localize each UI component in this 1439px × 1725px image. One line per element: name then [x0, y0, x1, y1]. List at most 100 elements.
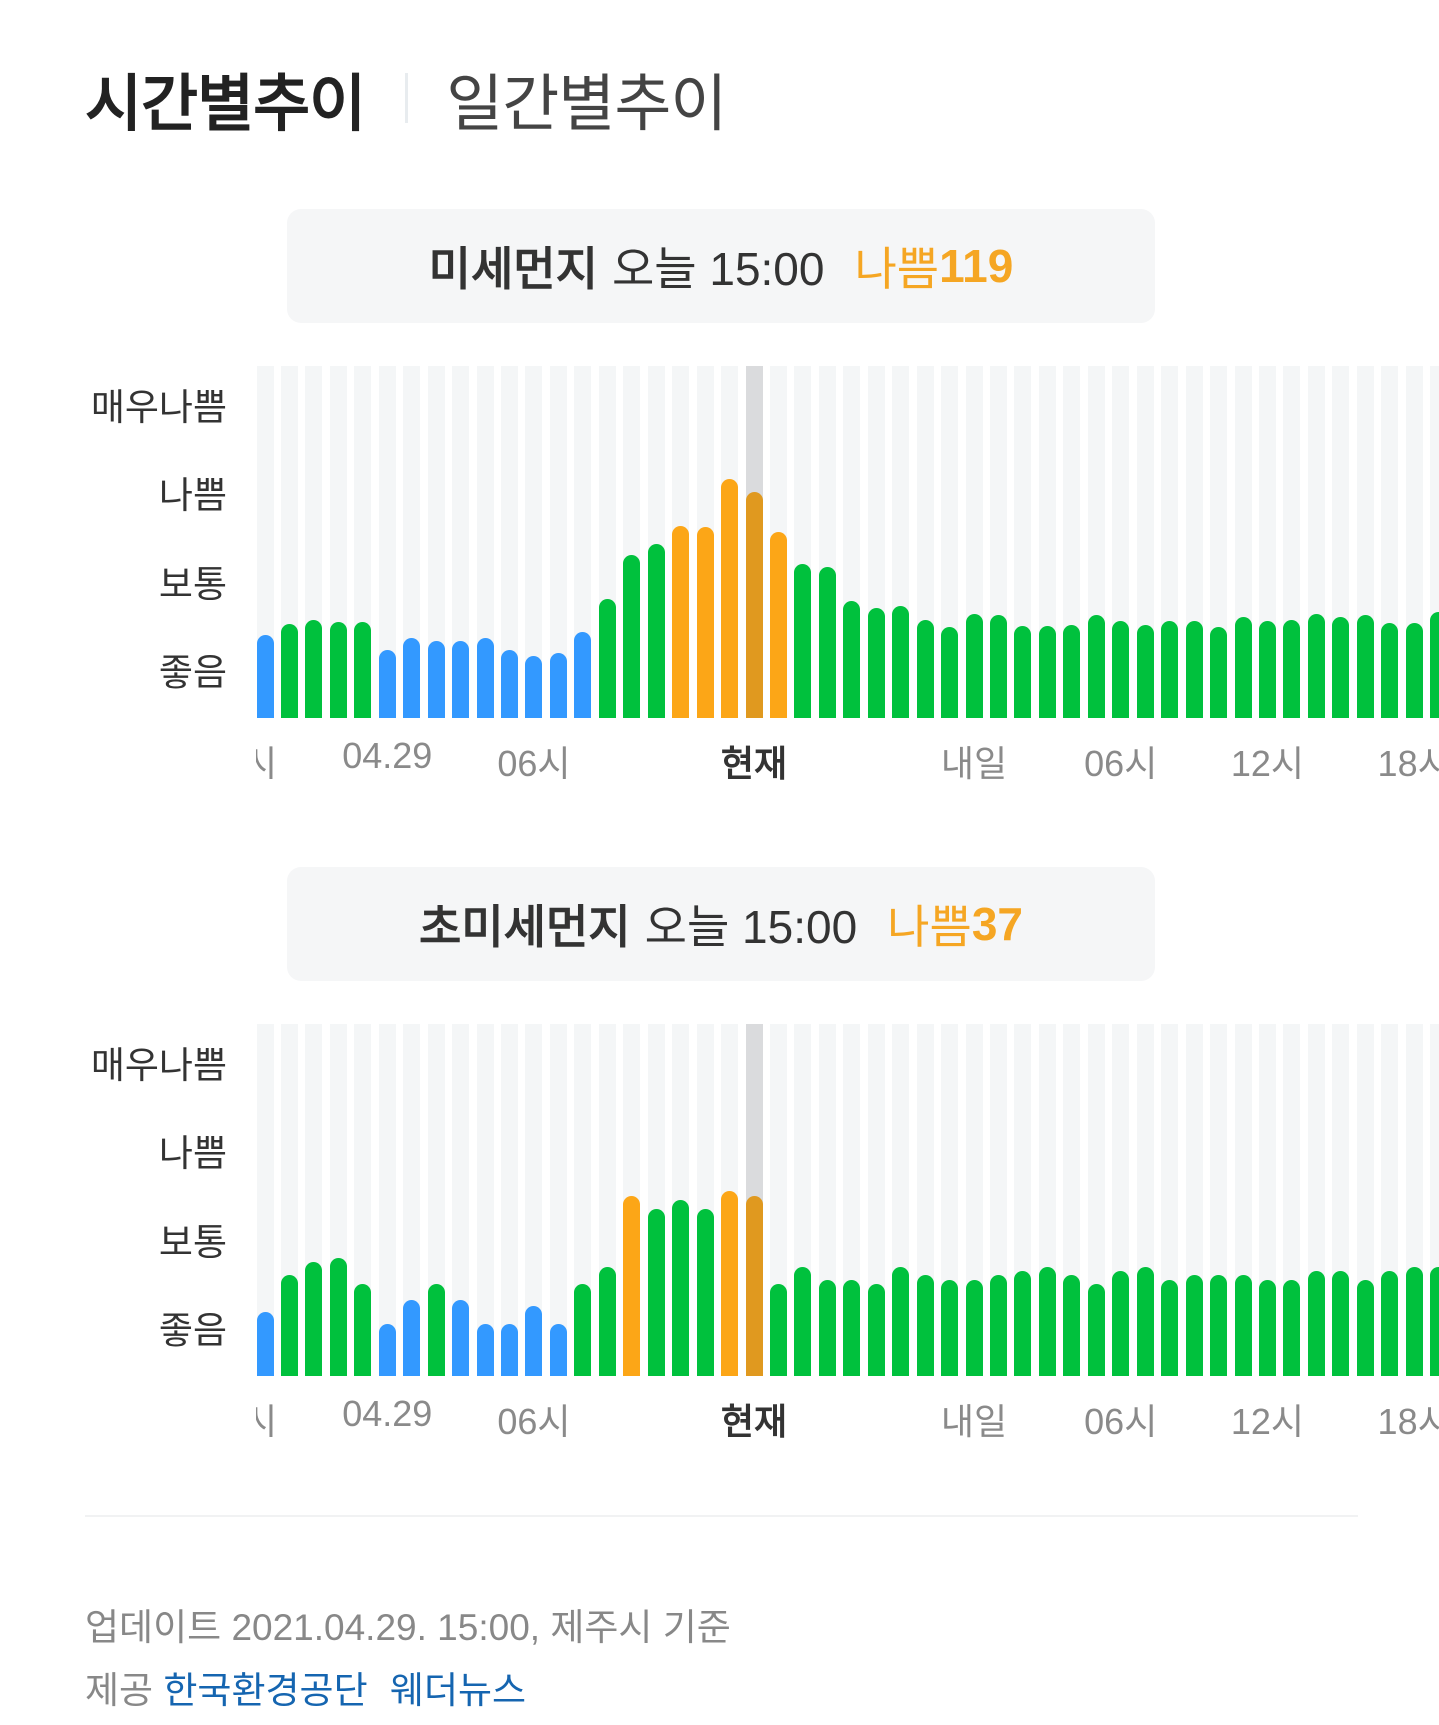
- bar-moderate[interactable]: [1381, 1270, 1399, 1376]
- bar-moderate[interactable]: [916, 1275, 934, 1376]
- bar-good[interactable]: [452, 1299, 470, 1376]
- bar-moderate[interactable]: [354, 622, 372, 718]
- bar-moderate[interactable]: [818, 1280, 836, 1376]
- bar-good[interactable]: [501, 649, 518, 718]
- bar-moderate[interactable]: [941, 1280, 959, 1376]
- bar-moderate[interactable]: [280, 624, 298, 718]
- bar-bad[interactable]: [696, 526, 714, 718]
- bar-good[interactable]: [525, 1306, 543, 1376]
- tab-daily[interactable]: 일간별추이: [446, 70, 727, 139]
- bar-bad[interactable]: [721, 1191, 739, 1376]
- bar-moderate[interactable]: [1112, 620, 1130, 718]
- bar-good[interactable]: [549, 1323, 567, 1376]
- bar-good[interactable]: [549, 653, 567, 718]
- bar-moderate[interactable]: [867, 608, 885, 718]
- bar-bad[interactable]: [623, 1196, 641, 1376]
- bar-good[interactable]: [452, 641, 470, 718]
- bar-moderate[interactable]: [1136, 625, 1154, 718]
- bar-moderate[interactable]: [1283, 1280, 1301, 1376]
- bar-good[interactable]: [501, 1323, 518, 1376]
- bar-moderate[interactable]: [1332, 1270, 1350, 1376]
- bar-moderate[interactable]: [1087, 1283, 1105, 1376]
- bar-moderate[interactable]: [427, 1283, 445, 1376]
- bar-moderate[interactable]: [1430, 1267, 1439, 1376]
- bar-moderate[interactable]: [843, 601, 861, 718]
- bar-moderate[interactable]: [990, 1275, 1007, 1376]
- bar-moderate[interactable]: [1063, 1275, 1081, 1376]
- bar-moderate[interactable]: [1283, 619, 1301, 718]
- bar-moderate[interactable]: [1332, 617, 1350, 718]
- bar-bad[interactable]: [745, 492, 763, 718]
- bar-moderate[interactable]: [1185, 620, 1203, 718]
- bar-moderate[interactable]: [818, 566, 836, 718]
- bar-moderate[interactable]: [1038, 625, 1056, 718]
- bar-good[interactable]: [574, 632, 592, 718]
- bar-moderate[interactable]: [623, 555, 641, 718]
- bar-moderate[interactable]: [1063, 625, 1081, 718]
- bar-moderate[interactable]: [1430, 611, 1439, 718]
- bar-moderate[interactable]: [647, 1208, 665, 1376]
- bar-moderate[interactable]: [1014, 625, 1032, 718]
- bar-moderate[interactable]: [672, 1199, 690, 1376]
- provider-link-weathernews[interactable]: 웨더뉴스: [389, 1670, 527, 1711]
- bar-moderate[interactable]: [1405, 623, 1423, 718]
- bar-good[interactable]: [525, 656, 543, 718]
- bar-moderate[interactable]: [1038, 1267, 1056, 1376]
- bar-moderate[interactable]: [794, 564, 812, 718]
- provider-link-keco[interactable]: 한국환경공단: [163, 1670, 368, 1711]
- bar-moderate[interactable]: [647, 543, 665, 718]
- bar-moderate[interactable]: [1307, 1270, 1325, 1376]
- bar-moderate[interactable]: [843, 1280, 861, 1376]
- bar-moderate[interactable]: [941, 626, 959, 718]
- bar-moderate[interactable]: [1112, 1270, 1130, 1376]
- bar-moderate[interactable]: [329, 1258, 347, 1376]
- bar-moderate[interactable]: [354, 1283, 372, 1376]
- bar-moderate[interactable]: [598, 1267, 616, 1376]
- bar-moderate[interactable]: [1014, 1270, 1032, 1376]
- bar-moderate[interactable]: [1087, 615, 1105, 718]
- bar-moderate[interactable]: [1136, 1267, 1154, 1376]
- bar-moderate[interactable]: [1258, 1280, 1276, 1376]
- bar-moderate[interactable]: [598, 599, 616, 718]
- tab-hourly[interactable]: 시간별추이: [85, 70, 366, 139]
- bar-bad[interactable]: [721, 479, 739, 718]
- bar-moderate[interactable]: [329, 622, 347, 718]
- bar-moderate[interactable]: [990, 615, 1007, 718]
- bar-moderate[interactable]: [965, 1280, 983, 1376]
- bar-moderate[interactable]: [574, 1283, 592, 1376]
- bar-good[interactable]: [378, 649, 396, 718]
- bar-good[interactable]: [378, 1323, 396, 1376]
- bar-moderate[interactable]: [1356, 1280, 1374, 1376]
- bar-moderate[interactable]: [867, 1283, 885, 1376]
- bar-bad[interactable]: [745, 1196, 763, 1376]
- bar-moderate[interactable]: [1356, 615, 1374, 718]
- bar-good[interactable]: [256, 634, 274, 718]
- bar-moderate[interactable]: [1161, 620, 1179, 718]
- bar-moderate[interactable]: [1234, 1275, 1252, 1376]
- bar-moderate[interactable]: [965, 613, 983, 718]
- bar-moderate[interactable]: [1185, 1275, 1203, 1376]
- bar-moderate[interactable]: [1210, 1275, 1228, 1376]
- bar-moderate[interactable]: [794, 1267, 812, 1376]
- bar-moderate[interactable]: [280, 1275, 298, 1376]
- bar-good[interactable]: [427, 641, 445, 718]
- bar-bad[interactable]: [769, 532, 787, 718]
- bar-good[interactable]: [476, 1323, 494, 1376]
- bar-good[interactable]: [403, 638, 421, 718]
- bar-bad[interactable]: [672, 525, 690, 718]
- bar-moderate[interactable]: [1161, 1280, 1179, 1376]
- bar-moderate[interactable]: [305, 619, 323, 718]
- bar-moderate[interactable]: [1381, 623, 1399, 718]
- bar-moderate[interactable]: [1258, 620, 1276, 718]
- bar-moderate[interactable]: [1234, 617, 1252, 718]
- bar-moderate[interactable]: [1210, 626, 1228, 718]
- bar-moderate[interactable]: [1405, 1267, 1423, 1376]
- bar-moderate[interactable]: [892, 605, 910, 718]
- bar-moderate[interactable]: [892, 1267, 910, 1376]
- bar-moderate[interactable]: [1307, 613, 1325, 718]
- bar-moderate[interactable]: [305, 1261, 323, 1376]
- bar-moderate[interactable]: [916, 619, 934, 718]
- bar-good[interactable]: [403, 1299, 421, 1376]
- bar-moderate[interactable]: [769, 1283, 787, 1376]
- bar-moderate[interactable]: [696, 1208, 714, 1376]
